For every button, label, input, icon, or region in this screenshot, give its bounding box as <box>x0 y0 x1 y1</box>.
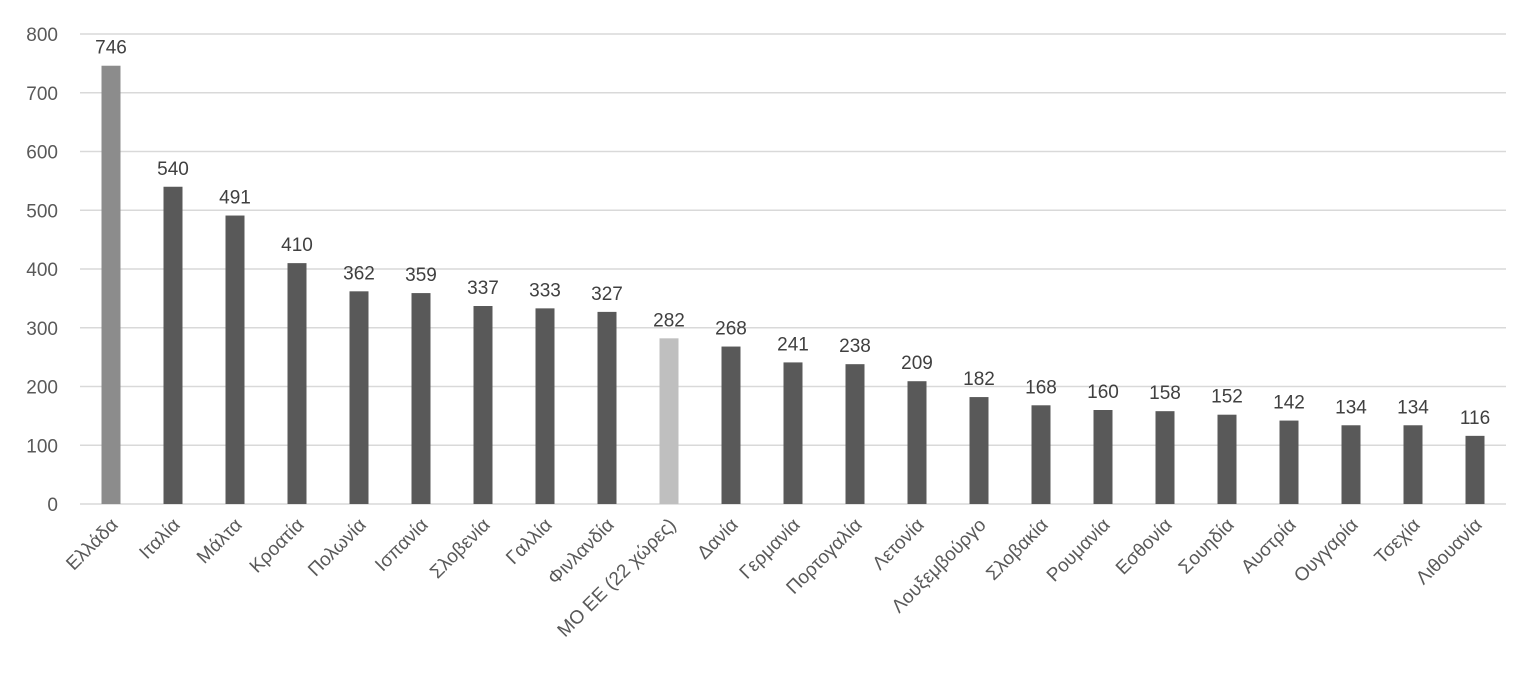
bar <box>225 215 245 504</box>
bar <box>473 306 493 504</box>
x-tick-label: Λετονία <box>869 515 929 575</box>
bar <box>1155 411 1175 504</box>
bar <box>907 381 927 504</box>
bar <box>1465 435 1485 504</box>
data-labels: 746 540 491 410 362 359 337 333 327 282 268 241 238 2… <box>95 38 1490 429</box>
data-label: 337 <box>467 278 499 299</box>
x-tick-label: Εσθονία <box>1112 515 1177 580</box>
x-tick-label: Γαλλία <box>502 515 556 569</box>
data-label: 241 <box>777 334 809 355</box>
data-label: 268 <box>715 319 747 340</box>
y-tick-label: 300 <box>26 319 58 340</box>
x-tick-label: Κροατία <box>246 515 309 578</box>
data-label: 209 <box>901 353 933 374</box>
data-label: 491 <box>219 188 251 209</box>
x-tick-label: ΜΟ ΕΕ (22 χώρες) <box>554 515 681 642</box>
data-label: 116 <box>1460 408 1490 429</box>
x-tick-label: Ελλάδα <box>62 515 122 575</box>
x-tick-label: Λιθουανία <box>1412 515 1486 589</box>
x-tick-label: Σλοβενία <box>426 515 494 583</box>
y-tick-label: 100 <box>26 436 58 457</box>
data-label: 168 <box>1025 377 1057 398</box>
bar <box>1217 414 1237 504</box>
data-label: 362 <box>343 263 375 284</box>
bars <box>101 65 1485 504</box>
x-tick-label: Τσεχία <box>1371 515 1425 569</box>
bar <box>1031 405 1051 504</box>
x-tick-label: Αυστρία <box>1237 515 1300 578</box>
x-tick-label: Σουηδία <box>1175 515 1239 579</box>
y-tick-label: 800 <box>26 25 58 46</box>
y-axis-ticks: 0 100 200 300 400 500 600 700 800 <box>26 25 58 516</box>
bar <box>411 293 431 504</box>
bar <box>287 263 307 504</box>
bar <box>597 311 617 504</box>
bar <box>101 65 121 504</box>
data-label: 134 <box>1335 397 1367 418</box>
x-tick-label: Σλοβακία <box>982 515 1052 585</box>
bar <box>783 362 803 504</box>
data-label: 158 <box>1149 383 1181 404</box>
data-label: 540 <box>157 159 189 180</box>
y-tick-label: 500 <box>26 201 58 222</box>
y-tick-label: 400 <box>26 260 58 281</box>
y-tick-label: 700 <box>26 84 58 105</box>
data-label: 160 <box>1087 382 1119 403</box>
bar <box>1403 425 1423 504</box>
data-label: 282 <box>653 310 685 331</box>
bar <box>845 364 865 504</box>
data-label: 182 <box>963 369 995 390</box>
data-label: 359 <box>405 265 437 286</box>
data-label: 410 <box>281 235 313 256</box>
x-tick-label: Ισπανία <box>371 515 432 576</box>
bar <box>721 346 741 504</box>
bar <box>1279 420 1299 504</box>
y-tick-label: 600 <box>26 143 58 164</box>
x-tick-label: Πολωνία <box>304 515 370 581</box>
bar <box>163 186 183 504</box>
x-tick-label: Ιταλία <box>136 515 185 564</box>
bar <box>535 308 555 504</box>
y-tick-label: 0 <box>47 495 58 516</box>
data-label: 134 <box>1397 397 1429 418</box>
bar <box>1341 425 1361 504</box>
x-tick-label: Δανία <box>693 515 742 564</box>
y-tick-label: 200 <box>26 378 58 399</box>
data-label: 152 <box>1211 387 1243 408</box>
x-tick-label: Ρουμανία <box>1043 515 1115 587</box>
data-label: 327 <box>591 284 623 305</box>
bar <box>969 397 989 504</box>
data-label: 333 <box>529 280 561 301</box>
data-label: 142 <box>1273 393 1305 414</box>
data-label: 238 <box>839 336 871 357</box>
data-label: 746 <box>95 38 127 59</box>
grid-lines <box>80 33 1506 505</box>
x-tick-label: Μάλτα <box>193 515 246 568</box>
bar <box>659 338 679 504</box>
x-tick-label: Ουγγαρία <box>1290 515 1362 587</box>
bar <box>349 291 369 504</box>
bar <box>1093 410 1113 504</box>
